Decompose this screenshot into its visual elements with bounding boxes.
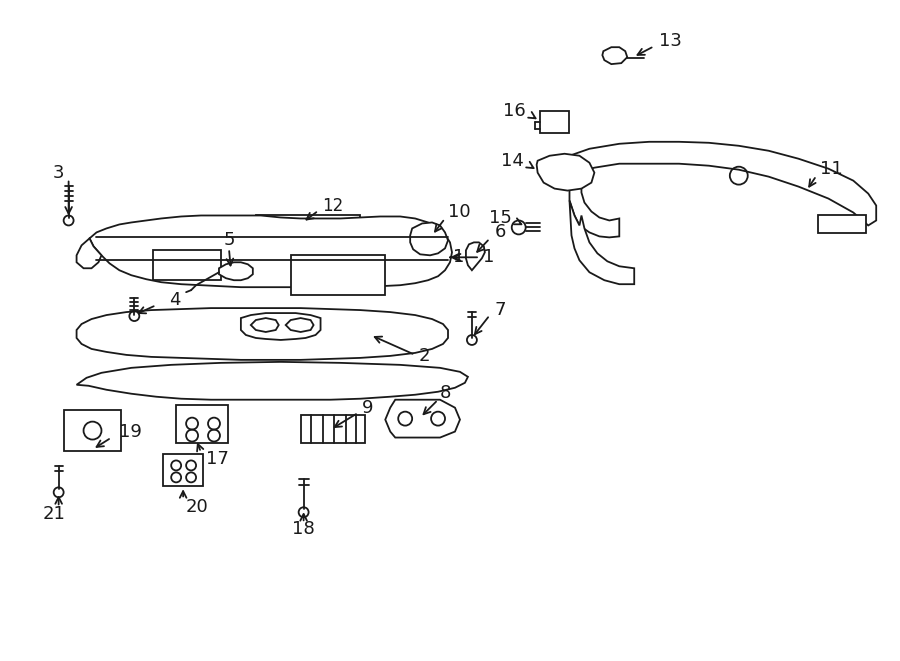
Polygon shape <box>570 200 634 284</box>
Polygon shape <box>219 262 253 280</box>
Polygon shape <box>76 239 102 268</box>
Text: 5: 5 <box>223 231 235 249</box>
Text: 21: 21 <box>42 505 65 524</box>
Text: 14: 14 <box>500 152 524 170</box>
Polygon shape <box>385 400 460 438</box>
Polygon shape <box>76 308 448 360</box>
Polygon shape <box>570 156 619 237</box>
Bar <box>64 410 122 451</box>
Text: 16: 16 <box>503 102 526 120</box>
Bar <box>540 111 570 133</box>
Text: 13: 13 <box>659 32 682 50</box>
Polygon shape <box>466 243 485 270</box>
Text: 12: 12 <box>322 196 344 215</box>
Polygon shape <box>241 313 320 340</box>
Text: 8: 8 <box>440 384 452 402</box>
Text: 1: 1 <box>483 249 494 266</box>
Text: 15: 15 <box>489 210 512 227</box>
Polygon shape <box>76 362 468 400</box>
Bar <box>301 414 365 442</box>
Bar <box>256 215 360 247</box>
Text: 19: 19 <box>120 422 142 441</box>
Bar <box>818 215 866 233</box>
Text: 11: 11 <box>821 160 843 178</box>
Polygon shape <box>570 142 877 225</box>
Polygon shape <box>536 154 594 190</box>
Text: 10: 10 <box>448 204 471 221</box>
Polygon shape <box>251 318 279 332</box>
Bar <box>163 455 203 486</box>
Bar <box>291 255 385 295</box>
Text: 1: 1 <box>453 249 464 266</box>
Text: 18: 18 <box>292 520 315 538</box>
Polygon shape <box>410 223 448 255</box>
Text: 6: 6 <box>495 223 506 241</box>
Text: 17: 17 <box>206 450 229 469</box>
Text: 7: 7 <box>495 301 507 319</box>
Text: 3: 3 <box>53 164 65 182</box>
Bar <box>153 251 221 280</box>
Text: 9: 9 <box>363 399 374 416</box>
Bar <box>176 405 228 442</box>
Polygon shape <box>602 47 627 64</box>
Polygon shape <box>89 215 452 287</box>
Polygon shape <box>285 318 313 332</box>
Text: 4: 4 <box>169 291 181 309</box>
Text: 20: 20 <box>186 498 209 516</box>
Text: 2: 2 <box>418 347 429 365</box>
